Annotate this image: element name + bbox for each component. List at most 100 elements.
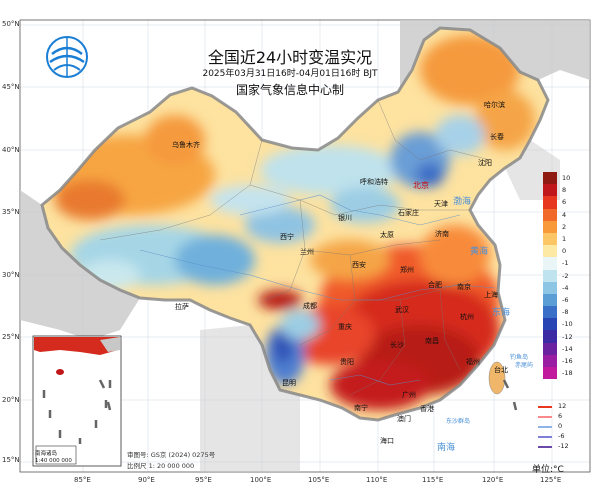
city-label: 合肥 bbox=[428, 281, 442, 289]
taiwan-island bbox=[488, 361, 506, 395]
inset-label: 南海诸岛 1:40 000 000 bbox=[35, 451, 72, 465]
lon-label: 125°E bbox=[540, 476, 562, 484]
lat-label: 35°N bbox=[2, 208, 20, 216]
lon-label: 100°E bbox=[250, 476, 272, 484]
contour-line-swatch bbox=[538, 416, 552, 418]
legend-swatch bbox=[543, 367, 557, 380]
city-label: 杭州 bbox=[460, 313, 474, 321]
lon-label: 115°E bbox=[422, 476, 444, 484]
lon-label: 85°E bbox=[74, 476, 91, 484]
lat-label: 25°N bbox=[2, 333, 20, 341]
city-label: 海口 bbox=[380, 437, 394, 445]
legend-label: -14 bbox=[562, 344, 573, 353]
contour-legend-row: -12 bbox=[538, 442, 588, 450]
contour-legend-label: -6 bbox=[558, 432, 565, 440]
city-label: 银川 bbox=[338, 214, 352, 222]
lat-label: 15°N bbox=[2, 456, 20, 464]
contour-legend-row: -6 bbox=[538, 432, 588, 440]
sea-label: 黄海 bbox=[470, 247, 489, 257]
sea-boundary-dashes bbox=[98, 379, 518, 411]
city-label: 广州 bbox=[402, 391, 416, 399]
city-label: 台北 bbox=[494, 366, 508, 374]
city-label: 南宁 bbox=[354, 404, 368, 412]
island-label: 赤尾屿 bbox=[515, 362, 534, 369]
legend-swatch bbox=[543, 293, 557, 307]
unit-label: 单位:°C bbox=[532, 465, 564, 475]
city-label: 南京 bbox=[457, 283, 471, 291]
city-label: 西安 bbox=[352, 261, 366, 269]
city-label: 天津 bbox=[434, 200, 448, 208]
contour-line-swatch bbox=[538, 446, 552, 448]
map-title: 全国近24小时变温实况 bbox=[207, 48, 373, 67]
lat-label: 40°N bbox=[2, 146, 20, 154]
legend-label: -12 bbox=[562, 332, 573, 341]
contour-line-swatch bbox=[538, 436, 552, 438]
city-label: 兰州 bbox=[300, 248, 314, 256]
city-label: 呼和浩特 bbox=[360, 178, 388, 186]
contour-line-swatch bbox=[538, 406, 552, 408]
globe-logo-icon bbox=[46, 36, 88, 78]
legend-label: 4 bbox=[562, 210, 567, 219]
legend-label: -2 bbox=[562, 271, 569, 280]
legend-swatch bbox=[543, 208, 557, 221]
contour-line-swatch bbox=[538, 426, 552, 428]
city-label: 长沙 bbox=[390, 341, 404, 349]
city-label: 南昌 bbox=[425, 337, 439, 345]
city-label: 成都 bbox=[303, 302, 317, 310]
contour-legend-label: -12 bbox=[558, 442, 569, 450]
city-label: 长春 bbox=[490, 133, 504, 141]
legend-swatch bbox=[543, 281, 557, 294]
legend-swatch bbox=[543, 306, 557, 319]
lon-label: 90°E bbox=[138, 476, 155, 484]
time-range: 2025年03月31日16时-04月01日16时 BJT bbox=[202, 69, 378, 79]
city-label: 郑州 bbox=[400, 266, 414, 274]
title-block: 全国近24小时变温实况 2025年03月31日16时-04月01日16时 BJT… bbox=[190, 48, 390, 98]
legend-label: -8 bbox=[562, 308, 569, 317]
legend-swatch bbox=[543, 354, 557, 367]
sea-label: 东海 bbox=[492, 308, 511, 318]
city-label: 香港 bbox=[420, 405, 434, 413]
legend-label: -16 bbox=[562, 357, 573, 365]
legend-label: 1 bbox=[562, 235, 567, 243]
city-label: 沈阳 bbox=[478, 159, 492, 167]
inset-title: 南海诸岛 bbox=[35, 451, 58, 457]
city-label: 拉萨 bbox=[175, 303, 189, 311]
legend-swatch bbox=[543, 220, 557, 233]
approval-number: 审图号: GS京 (2024) 0275号 bbox=[127, 451, 216, 459]
lat-label: 45°N bbox=[2, 83, 20, 91]
lon-label: 95°E bbox=[195, 476, 212, 484]
contour-legend-label: 12 bbox=[558, 402, 567, 410]
legend-swatch bbox=[543, 257, 557, 270]
contour-legend-label: 0 bbox=[558, 422, 563, 430]
legend-swatch bbox=[543, 330, 557, 343]
map-scale: 比例尺 1: 20 000 000 bbox=[127, 462, 195, 470]
color-legend bbox=[543, 172, 557, 380]
lon-label: 120°E bbox=[482, 476, 504, 484]
legend-label: 8 bbox=[562, 186, 567, 195]
inset-scale: 1:40 000 000 bbox=[35, 458, 72, 464]
legend-swatch bbox=[543, 196, 557, 209]
legend-swatch bbox=[543, 232, 557, 246]
city-label: 石家庄 bbox=[398, 209, 419, 217]
lat-label: 20°N bbox=[2, 396, 20, 404]
legend-label: -10 bbox=[562, 320, 573, 329]
legend-label: -1 bbox=[562, 259, 569, 268]
city-label: 北京 bbox=[413, 181, 429, 190]
island-label: 东沙群岛 bbox=[446, 418, 471, 425]
legend-swatch bbox=[543, 342, 557, 355]
organization: 国家气象信息中心制 bbox=[235, 83, 344, 97]
legend-label: -4 bbox=[562, 283, 569, 292]
island-label: 钓鱼岛 bbox=[510, 354, 529, 361]
city-label: 太原 bbox=[380, 231, 394, 239]
legend-label: 2 bbox=[562, 222, 567, 231]
city-label: 乌鲁木齐 bbox=[172, 141, 200, 149]
contour-legend-row: 0 bbox=[538, 422, 588, 430]
lat-label: 50°N bbox=[2, 20, 20, 28]
contour-legend-row: 6 bbox=[538, 412, 588, 420]
city-label: 武汉 bbox=[395, 306, 409, 314]
city-label: 澳门 bbox=[397, 415, 411, 423]
legend-label: 10 bbox=[562, 174, 571, 182]
sea-label: 渤海 bbox=[453, 197, 472, 207]
